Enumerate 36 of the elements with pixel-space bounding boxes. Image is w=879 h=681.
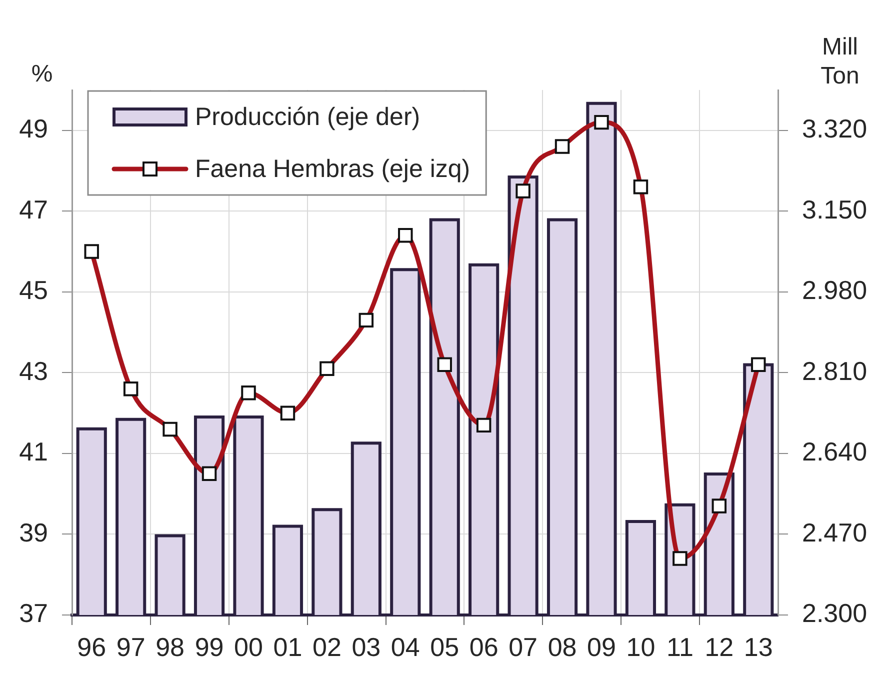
y-tick-label: 39 bbox=[19, 517, 48, 548]
y2-tick-label: 2.640 bbox=[802, 436, 868, 467]
y-tick-label: 41 bbox=[19, 436, 48, 467]
y-tick-label: 47 bbox=[19, 194, 48, 224]
x-tick-label: 11 bbox=[666, 632, 694, 662]
x-tick-label: 99 bbox=[194, 632, 224, 662]
y2-axis-title: Mill Ton bbox=[820, 34, 860, 90]
y-tick-label: 43 bbox=[19, 356, 48, 386]
x-tick-label: 97 bbox=[116, 632, 146, 662]
x-tick-label: 96 bbox=[77, 632, 106, 662]
x-tick-label: 10 bbox=[626, 632, 656, 662]
y-tick-label: 49 bbox=[19, 114, 48, 144]
x-tick-label: 02 bbox=[312, 632, 342, 662]
y2-tick-label: 2.810 bbox=[802, 356, 868, 386]
x-tick-label: 01 bbox=[273, 632, 302, 662]
legend-label: Producción (eje der) bbox=[195, 102, 420, 131]
y-axis-title: % bbox=[31, 60, 53, 88]
x-tick-label: 07 bbox=[508, 632, 538, 662]
x-tick-label: 98 bbox=[156, 632, 185, 662]
x-tick-label: 08 bbox=[548, 632, 577, 662]
x-tick-label: 03 bbox=[352, 632, 381, 662]
x-tick-label: 06 bbox=[469, 632, 498, 662]
y2-tick-label: 2.470 bbox=[802, 517, 868, 548]
x-tick-label: 05 bbox=[430, 632, 460, 662]
x-tick-label: 13 bbox=[744, 632, 773, 662]
x-tick-label: 12 bbox=[704, 632, 734, 662]
x-tick-label: 09 bbox=[587, 632, 616, 662]
y2-tick-label: 2.300 bbox=[802, 598, 868, 628]
y-tick-label: 37 bbox=[19, 598, 48, 628]
y2-tick-label: 2.980 bbox=[802, 275, 868, 306]
y2-tick-label: 3.150 bbox=[802, 194, 868, 224]
x-tick-label: 00 bbox=[234, 632, 263, 662]
legend-label: Faena Hembras (eje izq) bbox=[195, 154, 470, 183]
x-tick-label: 04 bbox=[390, 632, 420, 662]
y-tick-label: 45 bbox=[19, 275, 48, 306]
y2-tick-label: 3.320 bbox=[802, 114, 868, 144]
